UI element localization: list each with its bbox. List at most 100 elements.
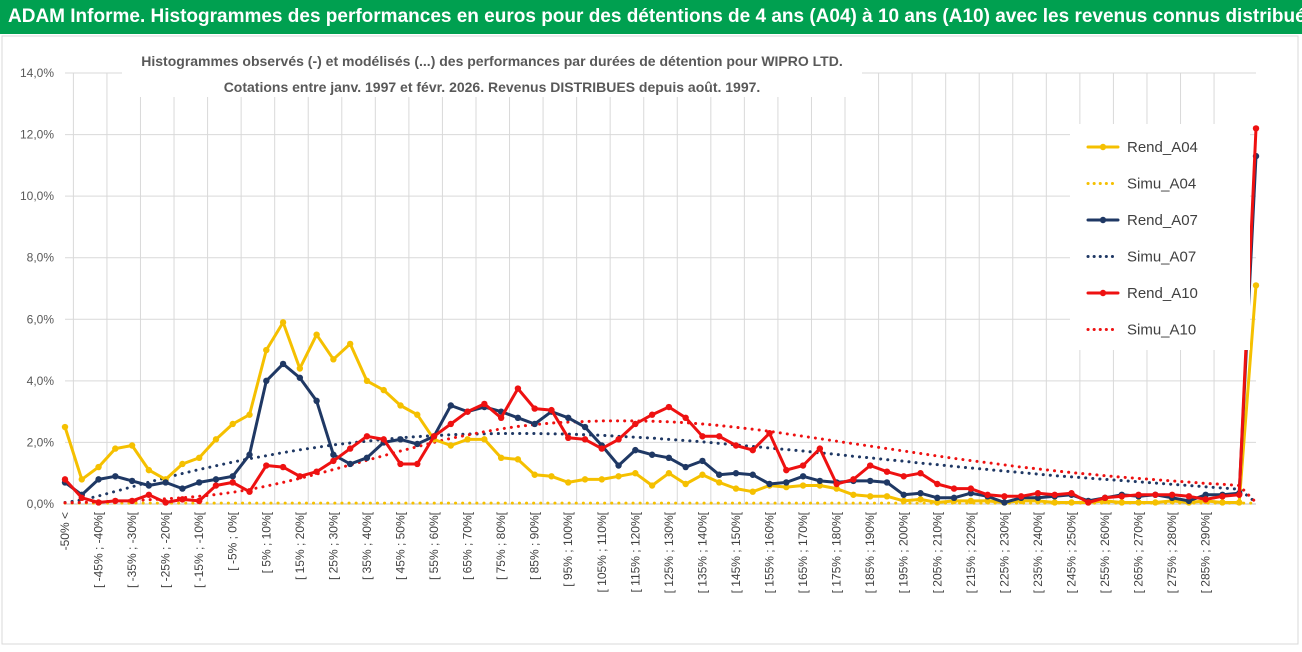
point-rend-a10 <box>330 457 337 465</box>
point-rend-a10 <box>1068 490 1075 497</box>
point-rend-a10 <box>866 462 874 469</box>
point-rend-a10 <box>766 429 773 437</box>
point-rend-a04 <box>833 485 840 492</box>
point-rend-a10 <box>833 480 840 488</box>
point-rend-a04 <box>716 479 723 486</box>
point-rend-a07 <box>1001 499 1008 506</box>
point-rend-a04 <box>346 340 354 348</box>
point-rend-a04 <box>1219 499 1226 506</box>
x-tick-label: [ 125% ; 130%[ <box>662 511 676 593</box>
point-rend-a10 <box>1185 493 1193 500</box>
point-rend-a07 <box>699 457 706 465</box>
point-rend-a04 <box>330 356 337 363</box>
series-line-simu-a10 <box>63 419 1258 505</box>
x-tick-label: [ 75% ; 80%[ <box>494 511 508 580</box>
x-tick-label: [ 225% ; 230%[ <box>997 511 1011 593</box>
point-rend-a04 <box>380 386 387 394</box>
point-rend-a07 <box>1034 494 1042 502</box>
point-rend-a07 <box>783 479 790 486</box>
x-tick-label: -50% < <box>58 512 72 550</box>
point-rend-a04 <box>514 456 522 463</box>
point-rend-a10 <box>598 445 605 452</box>
point-rend-a10 <box>581 436 589 443</box>
point-rend-a07 <box>531 420 538 428</box>
point-rend-a10 <box>1168 491 1176 498</box>
point-rend-a10 <box>783 466 790 474</box>
x-tick-label: [ 195% ; 200%[ <box>897 511 911 593</box>
point-rend-a07 <box>1202 491 1209 498</box>
series-line-simu-a07 <box>63 432 1258 504</box>
point-rend-a07 <box>229 473 236 480</box>
point-rend-a10 <box>1152 491 1159 498</box>
point-rend-a10 <box>934 480 941 488</box>
point-rend-a10 <box>917 470 924 477</box>
y-tick-label: 4,0% <box>27 374 55 388</box>
point-rend-a10 <box>682 414 689 421</box>
y-tick-label: 10,0% <box>20 189 54 203</box>
point-rend-a04 <box>900 497 907 505</box>
x-tick-label: [ 275% ; 280%[ <box>1165 511 1179 593</box>
point-rend-a04 <box>481 436 488 443</box>
legend-label-rend-a10: Rend_A10 <box>1127 285 1198 302</box>
point-rend-a10 <box>1001 493 1008 500</box>
point-rend-a07 <box>565 414 572 421</box>
point-rend-a10 <box>246 488 253 495</box>
x-tick-label: [ 255% ; 260%[ <box>1098 511 1112 593</box>
point-rend-a07 <box>195 479 203 486</box>
point-rend-a10 <box>380 436 387 443</box>
point-rend-a10 <box>497 414 505 421</box>
point-rend-a04 <box>732 485 740 492</box>
x-tick-label: [ 205% ; 210%[ <box>930 511 944 593</box>
point-rend-a04 <box>145 466 153 474</box>
point-rend-a04 <box>363 377 371 385</box>
y-tick-label: 6,0% <box>27 312 55 326</box>
point-rend-a07 <box>514 414 522 421</box>
x-tick-label: [ 145% ; 150%[ <box>729 511 743 593</box>
x-tick-label: [ 235% ; 240%[ <box>1031 511 1045 593</box>
point-rend-a04 <box>749 488 756 495</box>
point-rend-a04 <box>263 346 270 354</box>
point-rend-a10 <box>665 403 673 411</box>
x-tick-label: [ -25% ; -20%[ <box>159 511 173 588</box>
histogram-chart: 0,0% 2,0% 4,0% 6,0% 8,0% 10,0% 12,0% 14,0% -50%… <box>1 35 1299 645</box>
point-rend-a04 <box>246 411 253 418</box>
point-rend-a07 <box>866 477 874 485</box>
y-tick-label: 14,0% <box>20 66 54 80</box>
point-rend-a04 <box>699 471 706 478</box>
point-rend-a07 <box>1185 497 1193 505</box>
chart-border <box>1 35 1299 645</box>
point-rend-a10 <box>78 494 85 502</box>
point-rend-a07 <box>313 397 320 405</box>
point-rend-a07 <box>682 463 689 471</box>
x-tick-label: [ 185% ; 190%[ <box>863 511 877 593</box>
x-tick-label: [ 25% ; 30%[ <box>326 511 340 580</box>
point-rend-a10 <box>481 400 488 408</box>
point-rend-a10 <box>397 460 404 468</box>
legend-background <box>1070 124 1250 350</box>
point-rend-a10 <box>732 442 740 449</box>
point-rend-a07 <box>665 454 673 462</box>
point-rend-a10 <box>1219 493 1226 500</box>
point-rend-a10 <box>1101 494 1109 502</box>
point-rend-a10 <box>112 497 119 505</box>
point-rend-a04 <box>682 480 689 488</box>
point-rend-a07 <box>732 470 740 477</box>
point-rend-a04 <box>1068 499 1075 506</box>
x-tick-label: [ -15% ; -10%[ <box>192 511 206 588</box>
legend-label-rend-a04: Rend_A04 <box>1127 139 1198 156</box>
x-tick-label: [ 285% ; 290%[ <box>1199 511 1213 593</box>
point-rend-a10 <box>816 445 824 452</box>
y-tick-label: 8,0% <box>27 251 55 265</box>
point-rend-a04 <box>1236 499 1243 506</box>
point-rend-a04 <box>648 482 656 489</box>
point-rend-a10 <box>1017 493 1025 500</box>
point-rend-a07 <box>447 402 455 409</box>
point-rend-a04 <box>447 442 455 449</box>
point-rend-a10 <box>1034 490 1042 497</box>
legend-marker-rend-a07 <box>1099 216 1107 224</box>
point-rend-a10 <box>1236 491 1243 498</box>
point-rend-a10 <box>749 446 756 454</box>
x-tick-label: [ 155% ; 160%[ <box>763 511 777 593</box>
point-rend-a04 <box>1118 499 1126 506</box>
point-rend-a10 <box>984 491 991 498</box>
